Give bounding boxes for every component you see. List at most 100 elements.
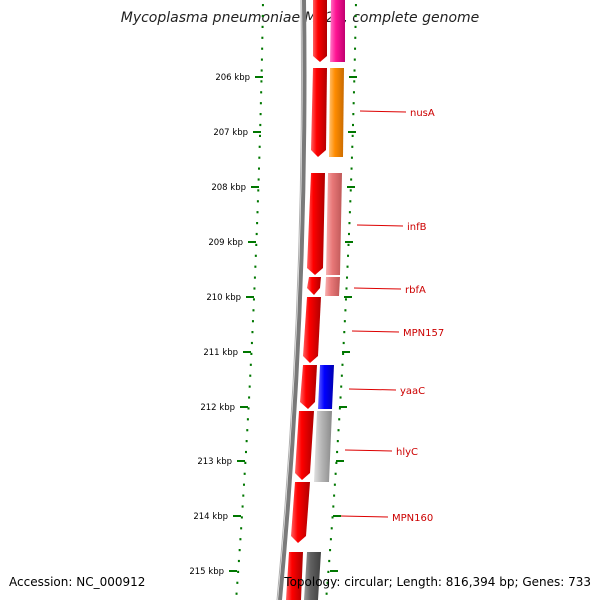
ruler-minor-tick: [348, 222, 351, 225]
ruler-minor-tick: [349, 189, 352, 192]
ruler-minor-tick: [325, 592, 328, 595]
ruler-minor-tick: [255, 243, 258, 246]
ruler-minor-tick: [340, 374, 343, 377]
ruler-minor-tick: [252, 298, 255, 301]
ruler-minor-tick: [331, 516, 334, 519]
ruler-minor-tick: [257, 189, 260, 192]
ruler-minor-tick: [250, 341, 253, 345]
ruler-minor-tick: [347, 254, 350, 257]
ruler-minor-tick: [244, 450, 247, 454]
gene-label[interactable]: yaaC: [400, 386, 425, 397]
ruler-minor-tick: [256, 211, 259, 214]
ruler-minor-tick: [245, 440, 248, 443]
gene-feature[interactable]: [286, 552, 303, 600]
gene-feature[interactable]: [291, 482, 310, 543]
ruler-minor-tick: [354, 4, 357, 7]
ruler-minor-tick: [335, 461, 338, 464]
ruler-minor-tick: [350, 178, 353, 181]
ruler-minor-tick: [344, 309, 347, 312]
tick-label: 212 kbp: [200, 403, 235, 413]
gene-label[interactable]: MPN157: [403, 328, 444, 339]
gene-label[interactable]: nusA: [410, 108, 435, 119]
gene-feature[interactable]: [318, 365, 334, 409]
ruler-minor-tick: [338, 418, 341, 421]
gene-feature[interactable]: [307, 277, 321, 295]
accession-text: Accession: NC_000912: [9, 575, 146, 589]
gene-label[interactable]: MPN160: [392, 513, 433, 524]
ruler-minor-tick: [235, 592, 238, 595]
ruler-minor-tick: [250, 352, 253, 355]
ruler-minor-tick: [327, 570, 330, 573]
ruler-minor-tick: [261, 4, 264, 7]
gene-feature[interactable]: [295, 411, 314, 480]
gene-labels: nusA infB rbfA MPN157 yaaC hlyC MPN160: [340, 108, 444, 524]
ruler-minor-tick: [333, 483, 336, 486]
ruler-minor-tick: [350, 156, 353, 159]
ruler-minor-tick: [251, 320, 254, 323]
reverse-strand-genes: [286, 0, 327, 600]
ruler-minor-tick: [346, 276, 349, 279]
ruler-minor-tick: [339, 396, 342, 399]
genome-backbone: [278, 0, 307, 600]
ruler-minor-tick: [258, 134, 261, 137]
ruler-minor-tick: [344, 298, 347, 301]
ruler-minor-tick: [257, 167, 260, 170]
ruler-minor-tick: [350, 167, 353, 170]
ruler-minor-tick: [342, 341, 345, 345]
ruler-minor-tick: [340, 385, 343, 388]
ruler-minor-tick: [347, 243, 350, 246]
gene-feature[interactable]: [330, 0, 345, 62]
ruler-minor-tick: [242, 494, 245, 497]
ruler-minor-tick: [238, 549, 241, 552]
ruler-minor-tick: [346, 265, 349, 268]
gene-feature[interactable]: [303, 297, 321, 363]
gene-label[interactable]: infB: [407, 222, 427, 233]
gene-feature[interactable]: [311, 68, 327, 157]
ruler-minor-tick: [246, 418, 249, 421]
topology-text: Topology: circular; Length: 816,394 bp; …: [284, 575, 591, 589]
gene-feature[interactable]: [314, 411, 332, 482]
gene-feature[interactable]: [313, 0, 327, 62]
gene-feature[interactable]: [304, 552, 321, 600]
ruler-minor-tick: [348, 211, 351, 214]
gene-feature[interactable]: [325, 277, 340, 296]
ruler-minor-tick: [336, 450, 339, 454]
tick-label: 213 kbp: [197, 457, 232, 467]
ruler-minor-tick: [260, 80, 263, 83]
ruler-minor-tick: [351, 134, 354, 137]
ruler-minor-tick: [330, 527, 333, 530]
label-leader-line: [340, 515, 389, 518]
ruler-minor-tick: [241, 505, 244, 508]
gene-label[interactable]: rbfA: [405, 285, 426, 296]
ruler-minor-tick: [249, 363, 252, 366]
gene-label[interactable]: hlyC: [396, 447, 418, 458]
gene-feature[interactable]: [329, 68, 344, 157]
gene-feature[interactable]: [307, 173, 325, 275]
ruler-minor-tick: [352, 102, 355, 105]
ruler-minor-tick: [248, 385, 251, 388]
ruler-minor-tick: [252, 309, 255, 312]
ruler-minor-tick: [326, 581, 329, 584]
ruler-minor-tick: [354, 25, 357, 28]
ruler-minor-tick: [353, 58, 356, 61]
ruler-minor-tick: [248, 396, 251, 399]
ruler-minor-tick: [352, 113, 355, 116]
ruler-minor-tick: [242, 483, 245, 486]
ruler-minor-tick: [256, 200, 259, 203]
gene-feature[interactable]: [300, 365, 317, 409]
ruler-minor-tick: [259, 102, 262, 105]
ruler-minor-tick: [259, 123, 262, 127]
ruler-minor-tick: [342, 352, 345, 355]
ruler-minor-tick: [244, 461, 247, 464]
ruler-minor-tick: [240, 516, 243, 519]
ruler-minor-tick: [240, 527, 243, 530]
ruler-minor-tick: [334, 472, 337, 475]
ruler-minor-tick: [341, 363, 344, 366]
ruler-minor-tick: [261, 47, 264, 50]
gene-feature[interactable]: [326, 173, 342, 275]
label-leader-line: [351, 330, 400, 333]
ruler-minor-tick: [260, 58, 263, 61]
ruler-minor-tick: [353, 80, 356, 83]
ruler-minor-tick: [332, 505, 335, 508]
